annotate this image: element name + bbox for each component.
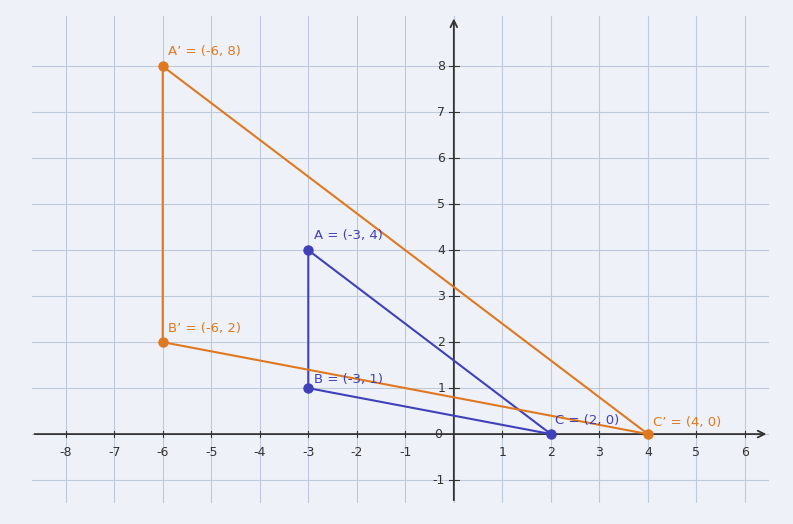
Text: 2: 2: [437, 336, 445, 348]
Text: C = (2, 0): C = (2, 0): [555, 414, 619, 427]
Text: C’ = (4, 0): C’ = (4, 0): [653, 417, 721, 430]
Text: 5: 5: [437, 198, 445, 211]
Text: B = (-3, 1): B = (-3, 1): [314, 373, 383, 386]
Text: 1: 1: [437, 381, 445, 395]
Text: -2: -2: [351, 445, 363, 458]
Text: -1: -1: [433, 474, 445, 487]
Text: B’ = (-6, 2): B’ = (-6, 2): [167, 322, 240, 335]
Text: -1: -1: [399, 445, 412, 458]
Text: A = (-3, 4): A = (-3, 4): [314, 229, 383, 242]
Text: 2: 2: [547, 445, 555, 458]
Text: 8: 8: [437, 60, 445, 73]
Text: 7: 7: [437, 106, 445, 119]
Text: 1: 1: [499, 445, 506, 458]
Text: 3: 3: [437, 290, 445, 303]
Text: -3: -3: [302, 445, 315, 458]
Text: -4: -4: [254, 445, 266, 458]
Text: 6: 6: [741, 445, 749, 458]
Text: 5: 5: [692, 445, 700, 458]
Text: 4: 4: [644, 445, 652, 458]
Text: -6: -6: [156, 445, 169, 458]
Text: 3: 3: [596, 445, 603, 458]
Text: 6: 6: [437, 152, 445, 165]
Text: -7: -7: [108, 445, 121, 458]
Text: -5: -5: [205, 445, 217, 458]
Text: 0: 0: [434, 428, 442, 441]
Text: 4: 4: [437, 244, 445, 257]
Text: A’ = (-6, 8): A’ = (-6, 8): [167, 45, 240, 58]
Text: -8: -8: [59, 445, 72, 458]
